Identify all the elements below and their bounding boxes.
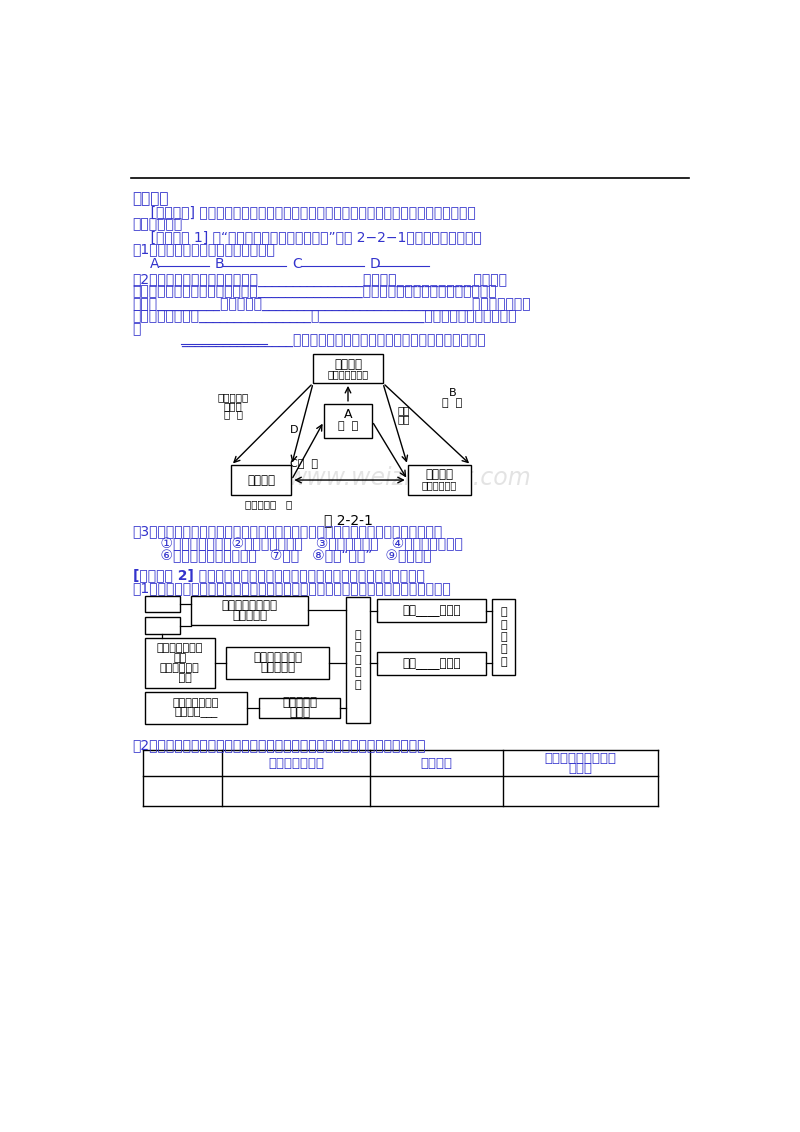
Bar xyxy=(346,597,370,722)
Text: D: D xyxy=(290,424,298,435)
Text: 经济系统: 经济系统 xyxy=(247,473,275,487)
Text: 发展目标: 发展目标 xyxy=(420,757,452,770)
Text: 以: 以 xyxy=(133,323,141,336)
Text: 资金等: 资金等 xyxy=(224,401,242,411)
Text: （含人口科技）: （含人口科技） xyxy=(327,369,369,379)
Text: （2）在可持续发展复合系统中，_______________是基础，___________是条件，: （2）在可持续发展复合系统中，_______________是基础，______… xyxy=(133,273,507,286)
Text: 利用: 利用 xyxy=(173,653,186,663)
Bar xyxy=(378,652,486,675)
Text: 可持续发展的最主: 可持续发展的最主 xyxy=(222,599,278,611)
Text: 可持续发展: 可持续发展 xyxy=(282,696,317,710)
Bar xyxy=(191,595,308,625)
Text: （3）如果图中经济系统为钢铁生产系统，将各组词组相应的字母填入图中括号内：: （3）如果图中经济系统为钢铁生产系统，将各组词组相应的字母填入图中括号内： xyxy=(133,525,443,539)
Text: 的目标: 的目标 xyxy=(289,706,310,720)
Text: 公
平
性
原
则: 公 平 性 原 则 xyxy=(354,631,362,689)
Text: ________________为目的，创造一个人人享有平等、自由的社会环境。: ________________为目的，创造一个人人享有平等、自由的社会环境。 xyxy=(182,334,486,349)
Text: 图 2-2-1: 图 2-2-1 xyxy=(323,513,373,528)
Text: 生态系统: 生态系统 xyxy=(426,469,454,481)
Bar xyxy=(145,617,180,634)
Text: [学习资源] 课本、现实生活中的有关环境问题和可持续发展问题的电视、报刊、图片、: [学习资源] 课本、现实生活中的有关环境问题和可持续发展问题的电视、报刊、图片、 xyxy=(133,205,475,220)
Text: C（  ）: C（ ） xyxy=(290,457,318,468)
Text: 不可再生资源的: 不可再生资源的 xyxy=(157,643,203,653)
Bar xyxy=(324,404,372,438)
Bar xyxy=(231,465,291,495)
Text: （1）完成知识联系图，理解持续性原则的核心、制约因素、实现的首要条件和目标。: （1）完成知识联系图，理解持续性原则的核心、制约因素、实现的首要条件和目标。 xyxy=(133,581,451,595)
Bar xyxy=(378,599,486,623)
Text: ①工业产值、利润②工作、技术人员   ③铁矿石、煤炭   ④土地、水、空气: ①工业产值、利润②工作、技术人员 ③铁矿石、煤炭 ④土地、水、空气 xyxy=(142,537,462,551)
Text: 课堂生成: 课堂生成 xyxy=(133,191,169,206)
Text: 环境: 环境 xyxy=(398,405,410,415)
Text: D: D xyxy=(370,257,381,271)
Text: 的责任: 的责任 xyxy=(569,762,593,775)
Bar xyxy=(492,599,515,675)
Text: 是目的。生态可持续发展强调要与_______________相协调；经济持续发展强调发展不仅: 是目的。生态可持续发展强调要与_______________相协调；经济持续发展… xyxy=(133,285,497,299)
Text: 录像资料等。: 录像资料等。 xyxy=(133,217,182,231)
Text: 的首要条件: 的首要条件 xyxy=(260,661,295,675)
Text: 考虑____承载力: 考虑____承载力 xyxy=(402,657,461,670)
Text: （  ）: （ ） xyxy=(224,409,243,419)
Text: 要重视_________，更要追求______________________________；改变传统的生: 要重视_________，更要追求_______________________… xyxy=(133,298,531,311)
Bar xyxy=(226,648,329,679)
Bar xyxy=(259,698,340,718)
Text: 实现可持续发展: 实现可持续发展 xyxy=(253,651,302,664)
Bar xyxy=(313,353,383,383)
Text: 在可持续发展中承担: 在可持续发展中承担 xyxy=(545,752,617,764)
Text: B: B xyxy=(449,388,457,398)
Text: （1）填写图中符号代表的地理事物：: （1）填写图中符号代表的地理事物： xyxy=(133,242,275,256)
Text: 要制约因素: 要制约因素 xyxy=(232,609,267,621)
Text: （  ）: （ ） xyxy=(338,421,358,431)
Bar xyxy=(145,692,247,724)
Text: 环境资源（   ）: 环境资源（ ） xyxy=(246,499,293,509)
Text: 可持续发展阶段: 可持续发展阶段 xyxy=(268,757,324,770)
Text: 资源: 资源 xyxy=(398,414,410,423)
Text: [探究活动 1] 读“可持续发展复合系统示意图”（图 2−2−1），完成下列各题：: [探究活动 1] 读“可持续发展复合系统示意图”（图 2−2−1），完成下列各题… xyxy=(133,230,482,243)
Text: 经济、社会、生: 经济、社会、生 xyxy=(173,698,219,708)
Text: 考虑____承载力: 考虑____承载力 xyxy=(402,604,461,617)
Text: A: A xyxy=(344,409,352,421)
Bar xyxy=(145,595,180,612)
Text: 物质产品、: 物质产品、 xyxy=(218,393,249,402)
Bar xyxy=(408,465,471,495)
Text: 社会系统: 社会系统 xyxy=(334,358,362,371)
Text: 产方式，积极倡导________________和_______________。社会可持续发展强调要: 产方式，积极倡导________________和_______________… xyxy=(133,310,517,324)
Text: A: A xyxy=(150,257,160,271)
Text: （含资源等）: （含资源等） xyxy=(422,480,457,490)
Text: 态效益的___: 态效益的___ xyxy=(174,708,218,719)
Text: C: C xyxy=(292,257,302,271)
Text: （  ）: （ ） xyxy=(442,397,462,408)
Bar xyxy=(145,637,214,688)
Text: www.weizhunet.com: www.weizhunet.com xyxy=(288,466,532,490)
Text: （2）比较发展中国家和发达国家的可持续发展目标及责任，理解阶段性原则。: （2）比较发展中国家和发达国家的可持续发展目标及责任，理解阶段性原则。 xyxy=(133,738,426,752)
Text: [探究活动 2] 阅读课本，完成下列要求，理解可持续发展的四个基本原则：: [探究活动 2] 阅读课本，完成下列要求，理解可持续发展的四个基本原则： xyxy=(133,568,425,583)
Text: 可再生资源的: 可再生资源的 xyxy=(160,663,200,672)
Text: 利用: 利用 xyxy=(168,672,192,683)
Text: 发
展
性
原
则: 发 展 性 原 则 xyxy=(501,607,507,667)
Text: B: B xyxy=(214,257,224,271)
Text: ⑥厂长、经理、车间主任   ⑦钓材   ⑧工业“三废”   ⑨生活垃圾: ⑥厂长、经理、车间主任 ⑦钓材 ⑧工业“三废” ⑨生活垃圾 xyxy=(142,549,431,564)
